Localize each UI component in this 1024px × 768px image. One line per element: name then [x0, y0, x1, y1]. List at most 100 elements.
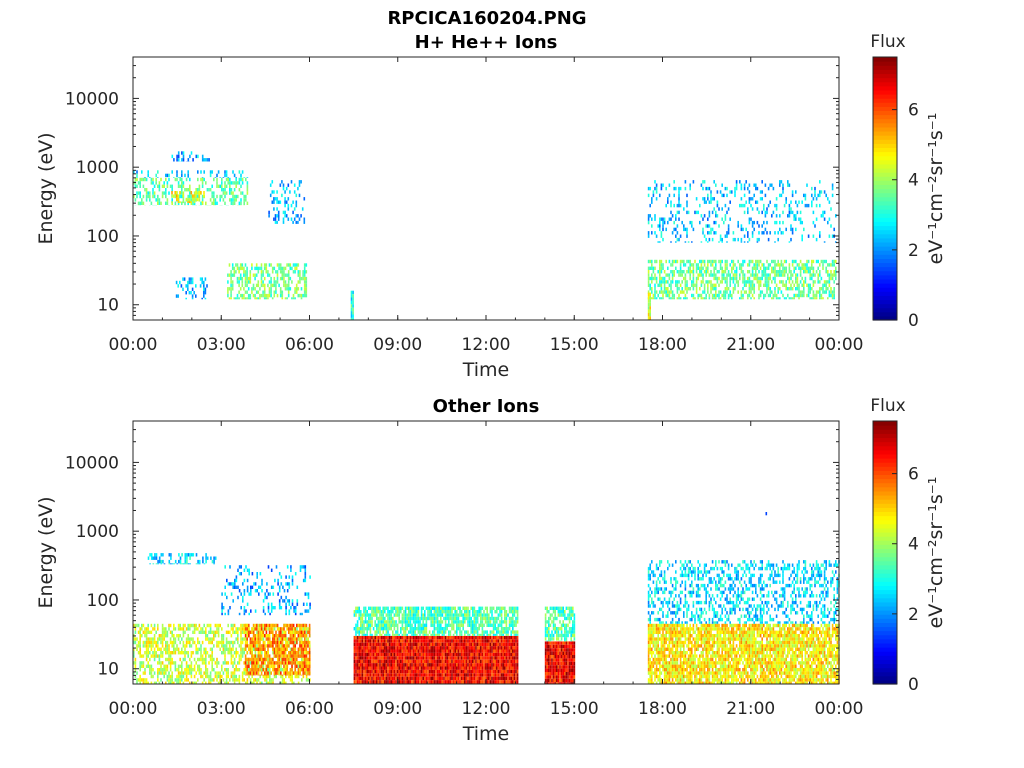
flux-cell [740, 183, 743, 187]
flux-cell [268, 644, 271, 648]
flux-cell [435, 680, 437, 684]
flux-cell [221, 634, 223, 638]
flux-cell [393, 680, 396, 684]
flux-cell [177, 637, 180, 641]
flux-cell [174, 194, 176, 198]
flux-cell [142, 184, 145, 188]
flux-cell [261, 630, 263, 634]
flux-cell [660, 266, 663, 270]
flux-cell [356, 666, 359, 670]
flux-cell [236, 297, 239, 300]
flux-cell [201, 198, 204, 202]
flux-cell [812, 197, 815, 201]
flux-cell [417, 642, 420, 647]
flux-cell [283, 664, 285, 668]
flux-cell [350, 317, 353, 320]
flux-cell [716, 280, 719, 284]
flux-cell [686, 193, 688, 198]
flux-cell [184, 563, 187, 565]
flux-cell [232, 194, 234, 199]
flux-cell [651, 266, 653, 270]
flux-cell [737, 290, 739, 294]
flux-cell [683, 224, 685, 228]
flux-cell [655, 234, 658, 238]
flux-cell [721, 273, 723, 277]
flux-cell [161, 640, 164, 645]
flux-cell [224, 668, 226, 672]
flux-cell [193, 668, 196, 672]
flux-cell [793, 259, 795, 264]
flux-cell [763, 263, 765, 267]
flux-cell [385, 680, 388, 684]
flux-cell [291, 582, 294, 586]
flux-cell [224, 188, 226, 192]
flux-cell [153, 637, 156, 641]
flux-cell [144, 177, 146, 178]
flux-cell [303, 270, 306, 274]
flux-cell [190, 651, 193, 655]
flux-cell [166, 198, 169, 202]
flux-cell [393, 659, 396, 664]
flux-cell [755, 259, 757, 264]
flux-cell [424, 642, 426, 647]
flux-cell [243, 637, 245, 641]
flux-cell [372, 680, 375, 684]
flux-cell [740, 293, 743, 298]
flux-cell [726, 259, 728, 264]
flux-cell [436, 666, 439, 670]
flux-cell [297, 214, 299, 218]
flux-cell [662, 280, 664, 284]
flux-cell [266, 582, 268, 586]
flux-cell [190, 280, 192, 285]
flux-cell [424, 652, 426, 657]
flux-cell [182, 623, 185, 628]
flux-cell [647, 186, 650, 191]
flux-cell [304, 630, 306, 634]
flux-cell [181, 177, 183, 182]
flux-cell [795, 190, 797, 194]
flux-cell [759, 283, 762, 287]
flux-cell [301, 657, 303, 662]
flux-cell [166, 664, 169, 668]
flux-cell [292, 263, 295, 267]
flux-cell [272, 644, 274, 648]
flux-cell [420, 639, 423, 643]
colorbar-segment [873, 270, 897, 276]
flux-cell [756, 237, 759, 242]
flux-cell [184, 556, 187, 560]
flux-cell [305, 270, 308, 274]
colorbar-segment [873, 69, 897, 75]
flux-cell [181, 184, 183, 188]
flux-cell [185, 644, 188, 648]
flux-cell [284, 623, 287, 628]
flux-cell [377, 635, 380, 640]
flux-cell [700, 214, 703, 218]
flux-cell [433, 649, 436, 653]
flux-cell [833, 290, 835, 294]
flux-cell [139, 640, 141, 645]
flux-cell [202, 556, 204, 560]
flux-cell [695, 280, 698, 284]
flux-cell [252, 640, 255, 645]
flux-cell [243, 671, 245, 675]
flux-cell [395, 669, 397, 674]
flux-cell [252, 674, 255, 676]
flux-cell [136, 177, 138, 178]
flux-cell [264, 634, 266, 638]
flux-cell [435, 635, 437, 640]
flux-cell [236, 293, 239, 298]
flux-cell [301, 565, 303, 569]
flux-cell [742, 297, 744, 300]
flux-cell [275, 565, 278, 569]
colorbar-segment [873, 176, 897, 181]
flux-cell [444, 635, 447, 640]
flux-cell [758, 287, 760, 291]
flux-cell [729, 200, 731, 204]
flux-cell [369, 669, 372, 674]
flux-cell [286, 664, 288, 668]
flux-cell [295, 193, 298, 198]
flux-cell [157, 671, 159, 675]
flux-cell [380, 666, 383, 670]
flux-cell [246, 273, 248, 277]
flux-cell [150, 664, 153, 668]
